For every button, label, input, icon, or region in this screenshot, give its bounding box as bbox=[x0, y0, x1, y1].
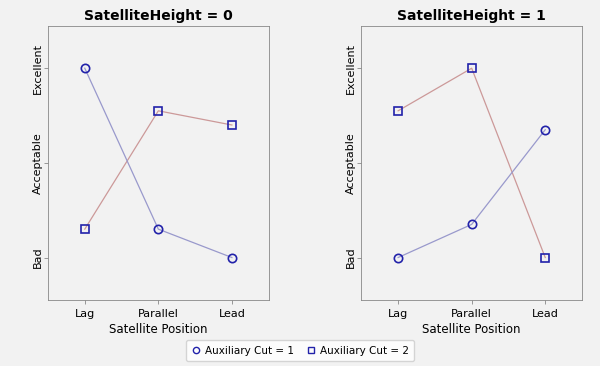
X-axis label: Satellite Position: Satellite Position bbox=[422, 323, 521, 336]
Title: SatelliteHeight = 1: SatelliteHeight = 1 bbox=[397, 9, 546, 23]
Legend: Auxiliary Cut = 1, Auxiliary Cut = 2: Auxiliary Cut = 1, Auxiliary Cut = 2 bbox=[186, 340, 414, 361]
X-axis label: Satellite Position: Satellite Position bbox=[109, 323, 208, 336]
Title: SatelliteHeight = 0: SatelliteHeight = 0 bbox=[84, 9, 233, 23]
